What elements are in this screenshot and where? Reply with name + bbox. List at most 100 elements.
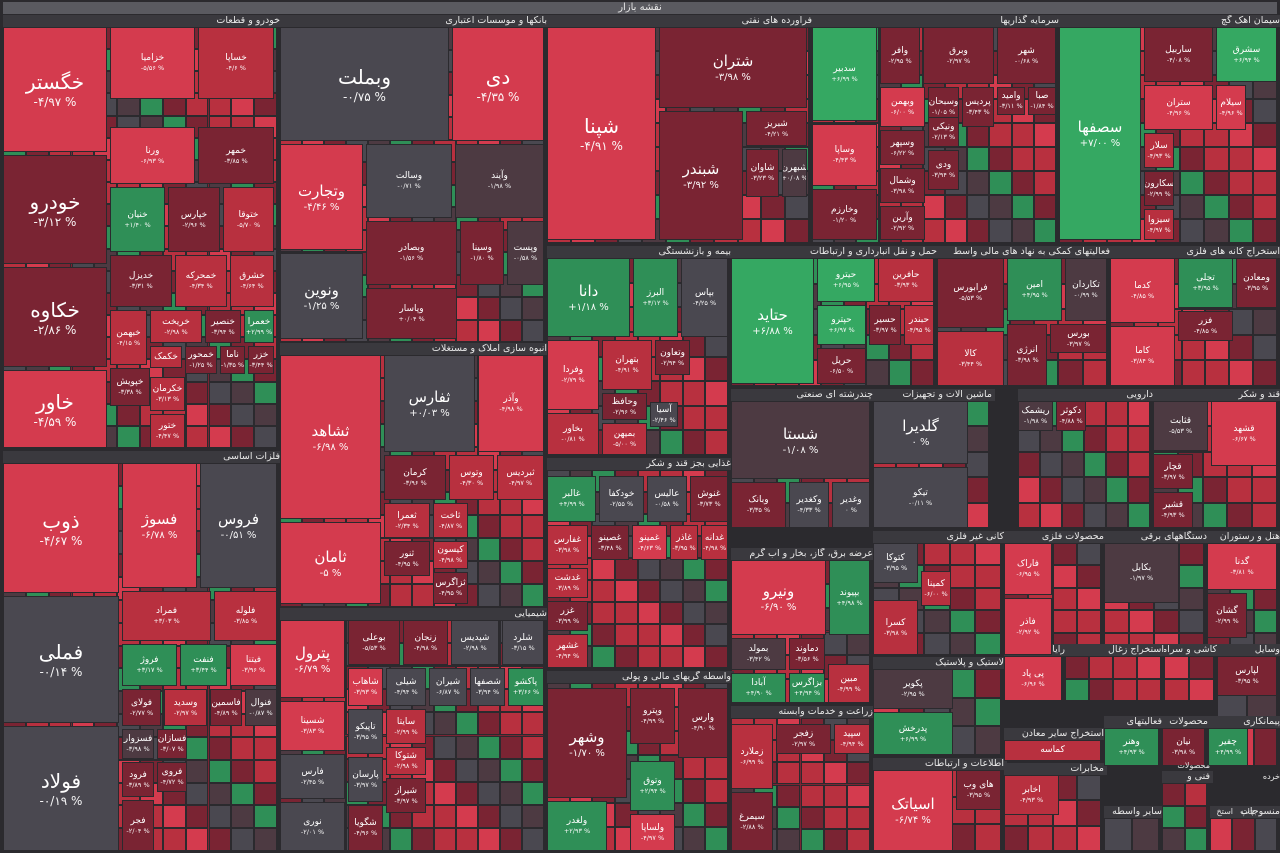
stock-ونوین[interactable]: ونوین -۱/۲۵ % bbox=[280, 253, 363, 339]
stock-tile[interactable] bbox=[967, 195, 990, 219]
stock-tile[interactable] bbox=[456, 319, 478, 342]
stock-tile[interactable] bbox=[231, 828, 255, 851]
stock-غنوش[interactable]: غنوش -۳/۷۳ % bbox=[690, 476, 728, 522]
stock-tile[interactable] bbox=[1040, 502, 1062, 528]
stock-ناما[interactable]: ناما -۱/۳۵ % bbox=[220, 346, 245, 374]
stock-خریخت[interactable]: خریخت -۲/۹۸ % bbox=[150, 310, 202, 343]
stock-tile[interactable] bbox=[1040, 451, 1062, 478]
stock-کتوکا[interactable]: کتوکا -۳/۹۵ % bbox=[873, 543, 918, 583]
stock-tile[interactable] bbox=[924, 610, 950, 633]
stock-tile[interactable] bbox=[1076, 610, 1101, 633]
stock-tile[interactable] bbox=[1202, 477, 1228, 503]
stock-tile[interactable] bbox=[208, 782, 232, 806]
stock-tile[interactable] bbox=[1184, 805, 1207, 829]
stock-tile[interactable] bbox=[823, 762, 847, 785]
stock-فملی[interactable]: فملی -۰/۱۴ % bbox=[3, 596, 119, 723]
stock-بمولد[interactable]: بمولد -۳/۴۲ % bbox=[731, 638, 786, 670]
stock-tile[interactable] bbox=[1128, 502, 1150, 528]
stock-tile[interactable] bbox=[162, 805, 186, 829]
stock-tile[interactable] bbox=[1252, 502, 1277, 528]
stock-tile[interactable] bbox=[412, 584, 434, 607]
stock-پارسان[interactable]: پارسان -۳/۹۷ % bbox=[348, 757, 383, 802]
stock-بتهران[interactable]: بتهران -۴/۹۱ % bbox=[602, 340, 652, 390]
stock-tile[interactable] bbox=[705, 580, 728, 602]
stock-tile[interactable] bbox=[846, 631, 870, 656]
stock-غشهر[interactable]: غشهر -۴/۹۴ % bbox=[547, 634, 588, 668]
stock-tile[interactable] bbox=[1052, 587, 1077, 611]
stock-خشرق[interactable]: خشرق -۴/۶۴ % bbox=[230, 255, 274, 307]
stock-فولای[interactable]: فولای -۲/۷۷ % bbox=[122, 689, 161, 726]
stock-ثامان[interactable]: ثامان -۵ % bbox=[280, 522, 381, 604]
stock-شگویا[interactable]: شگویا -۴/۹۶ % bbox=[348, 805, 383, 851]
stock-وپاسار[interactable]: وپاسار +۰/۰۴ % bbox=[366, 288, 457, 339]
stock-tile[interactable] bbox=[660, 430, 683, 455]
stock-tile[interactable] bbox=[705, 646, 728, 668]
stock-ثبردیس[interactable]: ثبردیس -۴/۹۷ % bbox=[497, 455, 544, 500]
stock-tile[interactable] bbox=[823, 828, 847, 851]
stock-شسینا[interactable]: شسینا -۳/۸۳ % bbox=[280, 701, 345, 751]
stock-tile[interactable] bbox=[1082, 360, 1107, 386]
stock-tile[interactable] bbox=[1076, 587, 1101, 611]
stock-ستران[interactable]: ستران -۴/۹۶ % bbox=[1144, 85, 1213, 130]
stock-بپاس[interactable]: بپاس -۴/۲۵ % bbox=[681, 258, 728, 337]
stock-سیزوا[interactable]: سیزوا -۴/۹۷ % bbox=[1144, 209, 1174, 240]
stock-سیمرغ[interactable]: سیمرغ -۲/۸۸ % bbox=[731, 792, 773, 851]
stock-وپست[interactable]: وپست -۰/۵۸ % bbox=[507, 221, 544, 285]
stock-tile[interactable] bbox=[682, 755, 706, 779]
stock-tile[interactable] bbox=[1062, 502, 1084, 528]
stock-tile[interactable] bbox=[500, 561, 522, 585]
stock-tile[interactable] bbox=[390, 584, 412, 607]
stock-tile[interactable] bbox=[1164, 656, 1189, 679]
stock-tile[interactable] bbox=[1137, 656, 1161, 679]
stock-غزر[interactable]: غزر -۳/۹۹ % bbox=[547, 601, 588, 631]
stock-tile[interactable] bbox=[254, 381, 277, 404]
stock-tile[interactable] bbox=[967, 219, 990, 243]
stock-زفجر[interactable]: زفجر -۲/۹۷ % bbox=[776, 724, 831, 754]
stock-tile[interactable] bbox=[1106, 426, 1128, 452]
stock-سشرق[interactable]: سشرق +۶/۹۴ % bbox=[1216, 27, 1277, 82]
stock-tile[interactable] bbox=[1179, 543, 1204, 566]
stock-tile[interactable] bbox=[682, 381, 706, 406]
stock-tile[interactable] bbox=[1084, 502, 1106, 528]
stock-شصفها[interactable]: شصفها -۳/۹۴ % bbox=[470, 668, 505, 706]
stock-مبین[interactable]: مبین -۴/۹۹ % bbox=[828, 664, 870, 703]
stock-tile[interactable] bbox=[924, 632, 950, 655]
stock-tile[interactable] bbox=[1184, 828, 1207, 851]
stock-شیلی[interactable]: شیلی -۴/۹۴ % bbox=[386, 668, 426, 706]
stock-ثعمرا[interactable]: ثعمرا -۲/۳۴ % bbox=[384, 503, 430, 538]
stock-سکارون[interactable]: سکارون -۲/۹۹ % bbox=[1144, 171, 1174, 206]
stock-سپید[interactable]: سپید -۴/۹۴ % bbox=[834, 724, 870, 754]
stock-tile[interactable] bbox=[989, 123, 1012, 147]
stock-tile[interactable] bbox=[1252, 195, 1277, 219]
stock-اخابر[interactable]: اخابر -۴/۹۳ % bbox=[1004, 775, 1059, 815]
stock-ثزاگرس[interactable]: ثزاگرس -۴/۹۵ % bbox=[433, 572, 468, 604]
stock-tile[interactable] bbox=[185, 736, 209, 760]
stock-tile[interactable] bbox=[1229, 334, 1254, 361]
stock-وبملت[interactable]: وبملت -۰/۷۵ % bbox=[280, 27, 449, 141]
stock-وبصادر[interactable]: وبصادر -۱/۵۶ % bbox=[366, 221, 457, 285]
stock-وبرق[interactable]: وبرق -۲/۹۷ % bbox=[923, 27, 994, 84]
stock-tile[interactable] bbox=[660, 602, 683, 624]
stock-وساپا[interactable]: وساپا -۴/۴۳ % bbox=[812, 124, 877, 186]
stock-tile[interactable] bbox=[434, 804, 456, 828]
stock-ورنا[interactable]: ورنا -۶/۹۳ % bbox=[110, 127, 195, 184]
stock-ثنور[interactable]: ثنور -۴/۹۵ % bbox=[384, 541, 430, 576]
stock-tile[interactable] bbox=[1033, 219, 1056, 243]
stock-وتعاون[interactable]: وتعاون -۲/۹۴ % bbox=[655, 340, 690, 375]
stock-وپترو[interactable]: وپترو -۴/۹۹ % bbox=[630, 688, 675, 744]
stock-وتوق[interactable]: وتوق +۲/۹۴ % bbox=[630, 761, 675, 811]
stock-tile[interactable] bbox=[705, 779, 728, 803]
stock-tile[interactable] bbox=[208, 425, 232, 448]
stock-tile[interactable] bbox=[1089, 656, 1113, 679]
stock-حبندر[interactable]: حبندر -۴/۹۵ % bbox=[904, 305, 934, 345]
stock-tile[interactable] bbox=[1076, 543, 1101, 566]
stock-انرژی[interactable]: انرژی -۳/۹۸ % bbox=[1007, 324, 1047, 386]
stock-tile[interactable] bbox=[823, 806, 847, 829]
stock-tile[interactable] bbox=[1128, 401, 1150, 427]
stock-سایتا[interactable]: سایتا -۲/۹۹ % bbox=[386, 709, 426, 744]
stock-tile[interactable] bbox=[989, 219, 1012, 243]
stock-tile[interactable] bbox=[1189, 656, 1214, 679]
stock-فنفت[interactable]: فنفت +۳/۴۴ % bbox=[180, 644, 227, 686]
stock-سیلام[interactable]: سیلام -۴/۹۶ % bbox=[1216, 85, 1246, 130]
stock-خمحرکه[interactable]: خمحرکه -۴/۳۴ % bbox=[175, 255, 227, 307]
